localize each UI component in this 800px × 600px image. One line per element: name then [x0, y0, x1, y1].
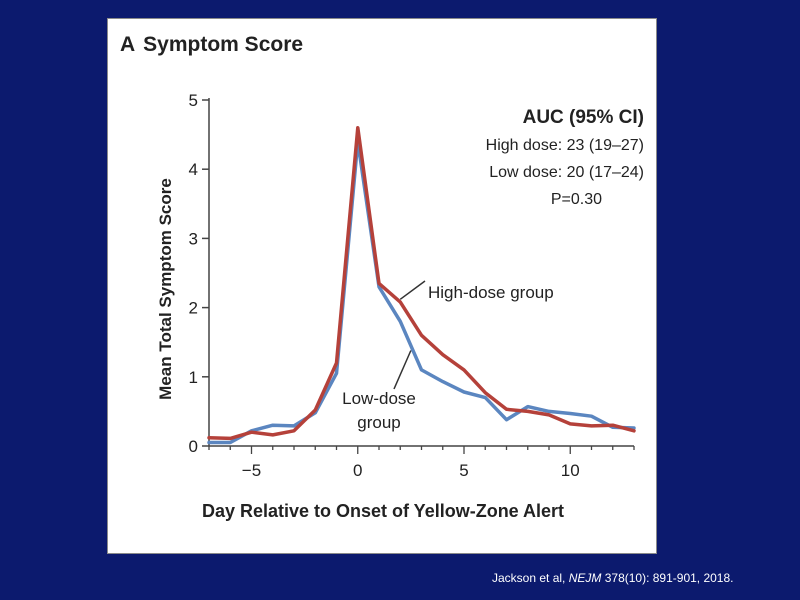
series-line-high-dose-group: [207, 125, 636, 441]
auc-heading: AUC (95% CI): [522, 107, 644, 128]
figure-panel: A Symptom Score Mean Total Symptom Score …: [107, 18, 657, 554]
citation-prefix: Jackson et al,: [492, 571, 569, 585]
y-tick-label-5: 5: [189, 91, 198, 110]
auc-legend: AUC (95% CI) High dose: 23 (19–27) Low d…: [486, 107, 644, 218]
y-tick-label-0: 0: [189, 437, 198, 456]
series-line-low-dose-group: [207, 139, 636, 445]
y-tick-label-2: 2: [189, 299, 198, 318]
panel-title: A Symptom Score: [120, 33, 303, 57]
citation-journal: NEJM: [568, 571, 602, 585]
y-tick-label-3: 3: [189, 229, 198, 248]
high-dose-annotation: High-dose group: [428, 283, 554, 302]
panel-title-text: Symptom Score: [143, 33, 304, 56]
citation: Jackson et al, NEJM 378(10): 891-901, 20…: [492, 571, 734, 585]
x-tick-label--5: −5: [242, 461, 261, 480]
citation-suffix: 378(10): 891-901, 2018.: [601, 571, 734, 585]
y-tick-label-4: 4: [189, 160, 198, 179]
auc-low-dose: Low dose: 20 (17–24): [489, 164, 644, 181]
low-dose-annotation: Low-dose group: [334, 387, 424, 435]
x-tick-label-5: 5: [459, 461, 468, 480]
p-value: P=0.30: [550, 191, 602, 208]
symptom-score-chart: 0 1 2 3 4 5 −5 0 5 10: [189, 91, 636, 480]
low-dose-leader: [393, 350, 412, 390]
panel-letter: A: [120, 33, 136, 56]
y-tick-label-1: 1: [189, 368, 198, 387]
low-dose-annotation-line2: group: [357, 413, 401, 432]
x-tick-label-0: 0: [353, 461, 362, 480]
high-dose-leader: [399, 280, 426, 300]
auc-high-dose: High dose: 23 (19–27): [485, 137, 644, 154]
x-axis-label: Day Relative to Onset of Yellow-Zone Ale…: [201, 501, 565, 521]
x-tick-label-10: 10: [561, 461, 580, 480]
low-dose-annotation-line1: Low-dose: [342, 389, 416, 408]
